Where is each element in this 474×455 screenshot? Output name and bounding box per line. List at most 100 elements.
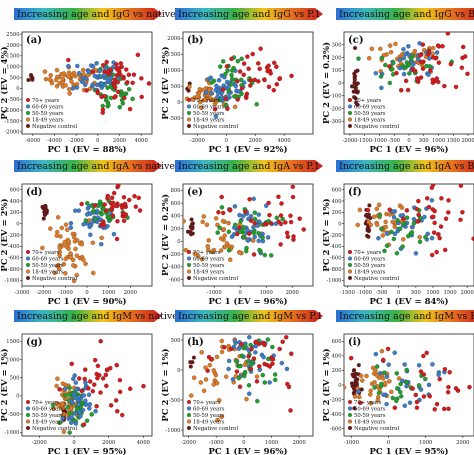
point-50-59-years <box>384 243 390 248</box>
point-70-years <box>459 65 465 70</box>
point-negative-control <box>355 90 360 95</box>
x-tick-label: -1000 <box>344 440 359 446</box>
y-axis-label: PC 2 (EV = 1%) <box>0 348 10 421</box>
y-tick-label: -1500 <box>5 119 20 125</box>
point-18-49-years <box>417 234 422 240</box>
legend-label: 50-59 years <box>354 413 386 419</box>
x-tick-label: -1500 <box>357 138 372 144</box>
point-50-59-years <box>274 215 280 220</box>
point-18-49-years <box>375 222 380 228</box>
point-60-69-years <box>92 73 98 79</box>
point-18-49-years <box>208 96 213 101</box>
point-60-69-years <box>226 366 231 372</box>
point-negative-control <box>350 384 355 389</box>
legend-marker <box>347 425 353 431</box>
point-18-49-years <box>81 257 86 263</box>
point-60-69-years <box>422 214 427 220</box>
point-18-49-years <box>380 233 386 238</box>
x-axis-label: PC 1 (EV = 95%) <box>369 446 448 455</box>
panel-label: (h) <box>187 337 204 348</box>
point-50-59-years <box>226 248 232 253</box>
point-18-49-years <box>237 250 242 255</box>
point-60-69-years <box>215 90 221 96</box>
y-tick-label: 0 <box>177 239 180 245</box>
point-70-years <box>257 364 262 369</box>
y-tick-label: -600 <box>330 427 342 433</box>
point-18-49-years <box>74 253 80 258</box>
point-60-69-years <box>68 220 74 226</box>
point-70-years <box>415 76 420 81</box>
y-tick-label: -200 <box>330 106 342 112</box>
point-70-years <box>120 211 126 216</box>
legend-marker <box>25 104 31 109</box>
point-18-49-years <box>223 374 229 379</box>
point-18-49-years <box>83 261 88 267</box>
age-gradient-arrow <box>175 310 323 322</box>
y-tick-label: 2500 <box>6 32 19 38</box>
legend-label: 70+ years <box>32 250 60 256</box>
legend-marker <box>25 275 31 281</box>
point-70-years <box>103 372 109 378</box>
legend-label: 60-69 years <box>32 406 64 412</box>
point-18-49-years <box>379 348 385 354</box>
point-70-years <box>248 77 254 83</box>
point-negative-control <box>26 78 31 83</box>
y-tick-label: -500 <box>169 398 181 404</box>
point-18-49-years <box>207 362 213 368</box>
point-70-years <box>234 369 240 374</box>
legend-label: 50-59 years <box>354 111 386 117</box>
point-70-years <box>239 341 244 347</box>
point-18-49-years <box>183 218 186 224</box>
point-50-59-years <box>374 364 380 369</box>
x-tick-label: -3000 <box>15 290 30 296</box>
point-70-years <box>251 356 257 361</box>
point-18-49-years <box>62 239 67 245</box>
point-18-49-years <box>374 206 380 212</box>
y-tick-label: 2000 <box>6 43 19 49</box>
point-18-49-years <box>203 365 208 370</box>
point-negative-control <box>41 216 46 221</box>
y-tick-label: 1500 <box>6 54 19 60</box>
legend-marker <box>186 249 192 255</box>
point-18-49-years <box>368 401 374 406</box>
legend-marker <box>186 412 192 418</box>
point-70-years <box>247 231 252 236</box>
point-18-49-years <box>376 202 382 208</box>
point-18-49-years <box>57 245 62 251</box>
point-18-49-years <box>63 256 68 262</box>
point-50-59-years <box>376 390 382 396</box>
x-tick-label: 0 <box>225 138 228 144</box>
point-18-49-years <box>357 207 363 213</box>
point-60-69-years <box>226 358 232 364</box>
point-70-years <box>262 361 267 367</box>
point-50-59-years <box>416 383 422 388</box>
point-70-years <box>465 71 470 77</box>
point-18-49-years <box>388 49 394 55</box>
panel-label: (g) <box>26 337 42 348</box>
point-70-years <box>66 57 71 63</box>
x-tick-label: -1000 <box>209 440 224 446</box>
point-18-49-years <box>372 380 377 385</box>
point-70-years <box>109 195 115 201</box>
legend-label: 18-49 years <box>193 269 225 275</box>
point-negative-control <box>353 382 358 387</box>
point-50-59-years <box>65 405 71 410</box>
panel-title: Increasing age and IgG vs B.1.617.2 <box>339 9 474 20</box>
panel-title: Increasing age and IgA vs P.1 <box>178 161 320 172</box>
point-70-years <box>288 219 294 225</box>
point-60-69-years <box>68 420 74 425</box>
point-50-59-years <box>217 97 222 103</box>
point-18-49-years <box>201 214 207 219</box>
point-50-59-years <box>406 62 412 68</box>
legend-marker <box>347 412 353 418</box>
point-70-years <box>443 216 449 221</box>
point-70-years <box>291 234 296 239</box>
point-60-69-years <box>79 79 85 85</box>
point-70-years <box>100 110 105 115</box>
point-18-49-years <box>217 398 222 403</box>
point-70-years <box>115 79 121 85</box>
point-18-49-years <box>54 84 60 89</box>
point-18-49-years <box>201 388 207 393</box>
point-60-69-years <box>232 338 238 344</box>
